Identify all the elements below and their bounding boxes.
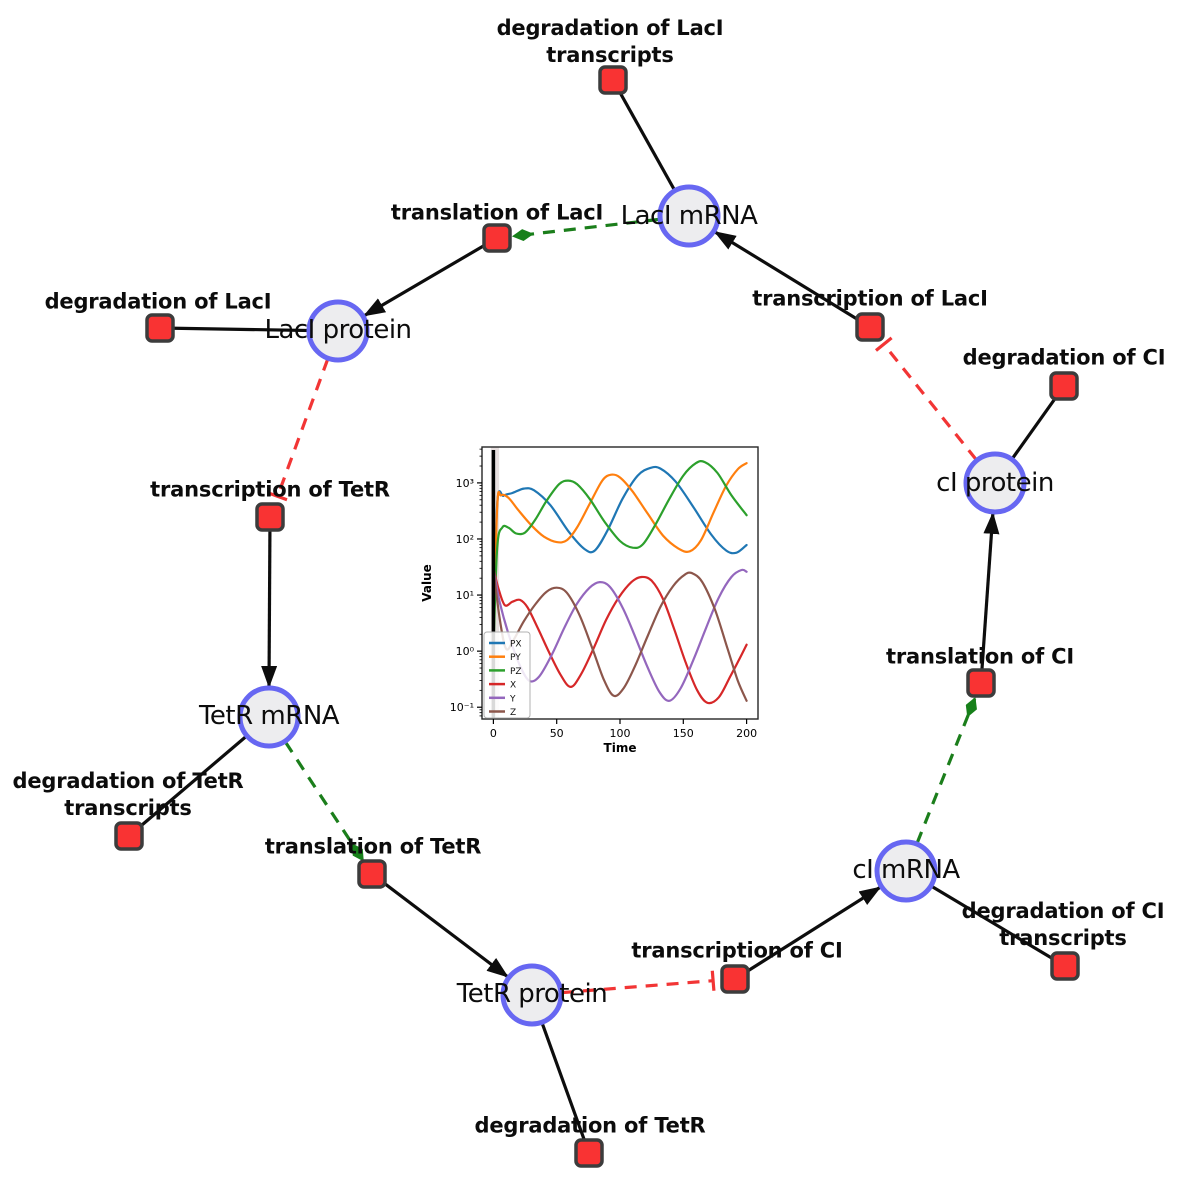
svg-text:10²: 10² (456, 533, 474, 546)
reaction-node-degradation-of-ci[interactable] (1049, 371, 1079, 401)
inhibition-bar-transcription-tetr (267, 491, 288, 502)
svg-text:150: 150 (673, 727, 694, 740)
inhibition-bar-transcription-laci (874, 336, 893, 352)
reaction-node-degradation-of-ci-transcripts[interactable] (1050, 951, 1080, 981)
svg-text:Y: Y (509, 694, 516, 704)
edge-transcription-laci-to-laci-mrna (713, 230, 871, 329)
svg-text:X: X (510, 681, 516, 691)
reaction-node-transcription-of-ci[interactable] (720, 964, 750, 994)
reaction-node-degradation-of-laci[interactable] (145, 313, 175, 343)
edge-ci-mrna-modifies-translation-ci (915, 696, 977, 844)
svg-text:100: 100 (610, 727, 631, 740)
svg-text:10⁰: 10⁰ (456, 645, 475, 658)
species-node-laci-mrna[interactable] (657, 184, 721, 248)
edge-transcription-ci-to-ci-mrna (734, 885, 882, 981)
svg-text:10³: 10³ (456, 477, 474, 490)
edge-translation-laci-to-laci-protein (363, 236, 498, 318)
species-node-tetr-mrna[interactable] (237, 685, 301, 749)
svg-text:PZ: PZ (510, 667, 522, 677)
edge-tetr-protein-inhibits-transcription-ci (561, 979, 714, 995)
svg-text:10⁻¹: 10⁻¹ (450, 701, 474, 714)
edge-transcription-tetr-to-tetr-mrna (261, 516, 278, 688)
edge-laci-mrna-modifies-translation-laci (511, 217, 660, 242)
edge-tetr-mrna-modifies-translation-tetr (284, 741, 365, 862)
svg-text:Value: Value (420, 564, 434, 602)
reaction-node-translation-of-tetr[interactable] (357, 859, 387, 889)
reaction-node-degradation-of-tetr[interactable] (574, 1138, 604, 1168)
chart-canvas: 0 50 100 150 200 10⁻¹ 10⁰ 10¹ 10² 10³ Time Value PX P… (420, 446, 759, 755)
edge-laci-protein-inhibits-transcription-tetr (276, 358, 330, 497)
species-node-ci-mrna[interactable] (874, 839, 938, 903)
reaction-node-translation-of-ci[interactable] (966, 668, 996, 698)
svg-text:Time: Time (604, 741, 637, 755)
edge-translation-ci-to-ci-protein (979, 511, 1000, 684)
svg-text:PY: PY (510, 653, 521, 663)
species-node-ci-protein[interactable] (963, 451, 1027, 515)
svg-text:Z: Z (510, 708, 516, 718)
reaction-node-transcription-of-laci[interactable] (855, 312, 885, 342)
edge-ci-protein-inhibits-transcription-laci (882, 343, 978, 461)
reaction-node-transcription-of-tetr[interactable] (255, 502, 285, 532)
svg-text:10¹: 10¹ (456, 589, 474, 602)
svg-text:PX: PX (510, 640, 522, 650)
svg-text:50: 50 (550, 727, 564, 740)
inset-chart: 0 50 100 150 200 10⁻¹ 10⁰ 10¹ 10² 10³ Time Value PX P… (415, 432, 780, 762)
species-node-laci-protein[interactable] (306, 299, 370, 363)
svg-text:200: 200 (736, 727, 757, 740)
inhibition-bar-transcription-ci (710, 970, 716, 991)
svg-text:0: 0 (490, 727, 497, 740)
species-node-tetr-protein[interactable] (500, 963, 564, 1027)
edge-translation-tetr-to-tetr-protein (371, 872, 509, 979)
reaction-node-degradation-of-tetr-transcripts[interactable] (114, 821, 144, 851)
reaction-node-degradation-of-laci-transcripts[interactable] (598, 65, 628, 95)
reaction-node-translation-of-laci[interactable] (482, 223, 512, 253)
